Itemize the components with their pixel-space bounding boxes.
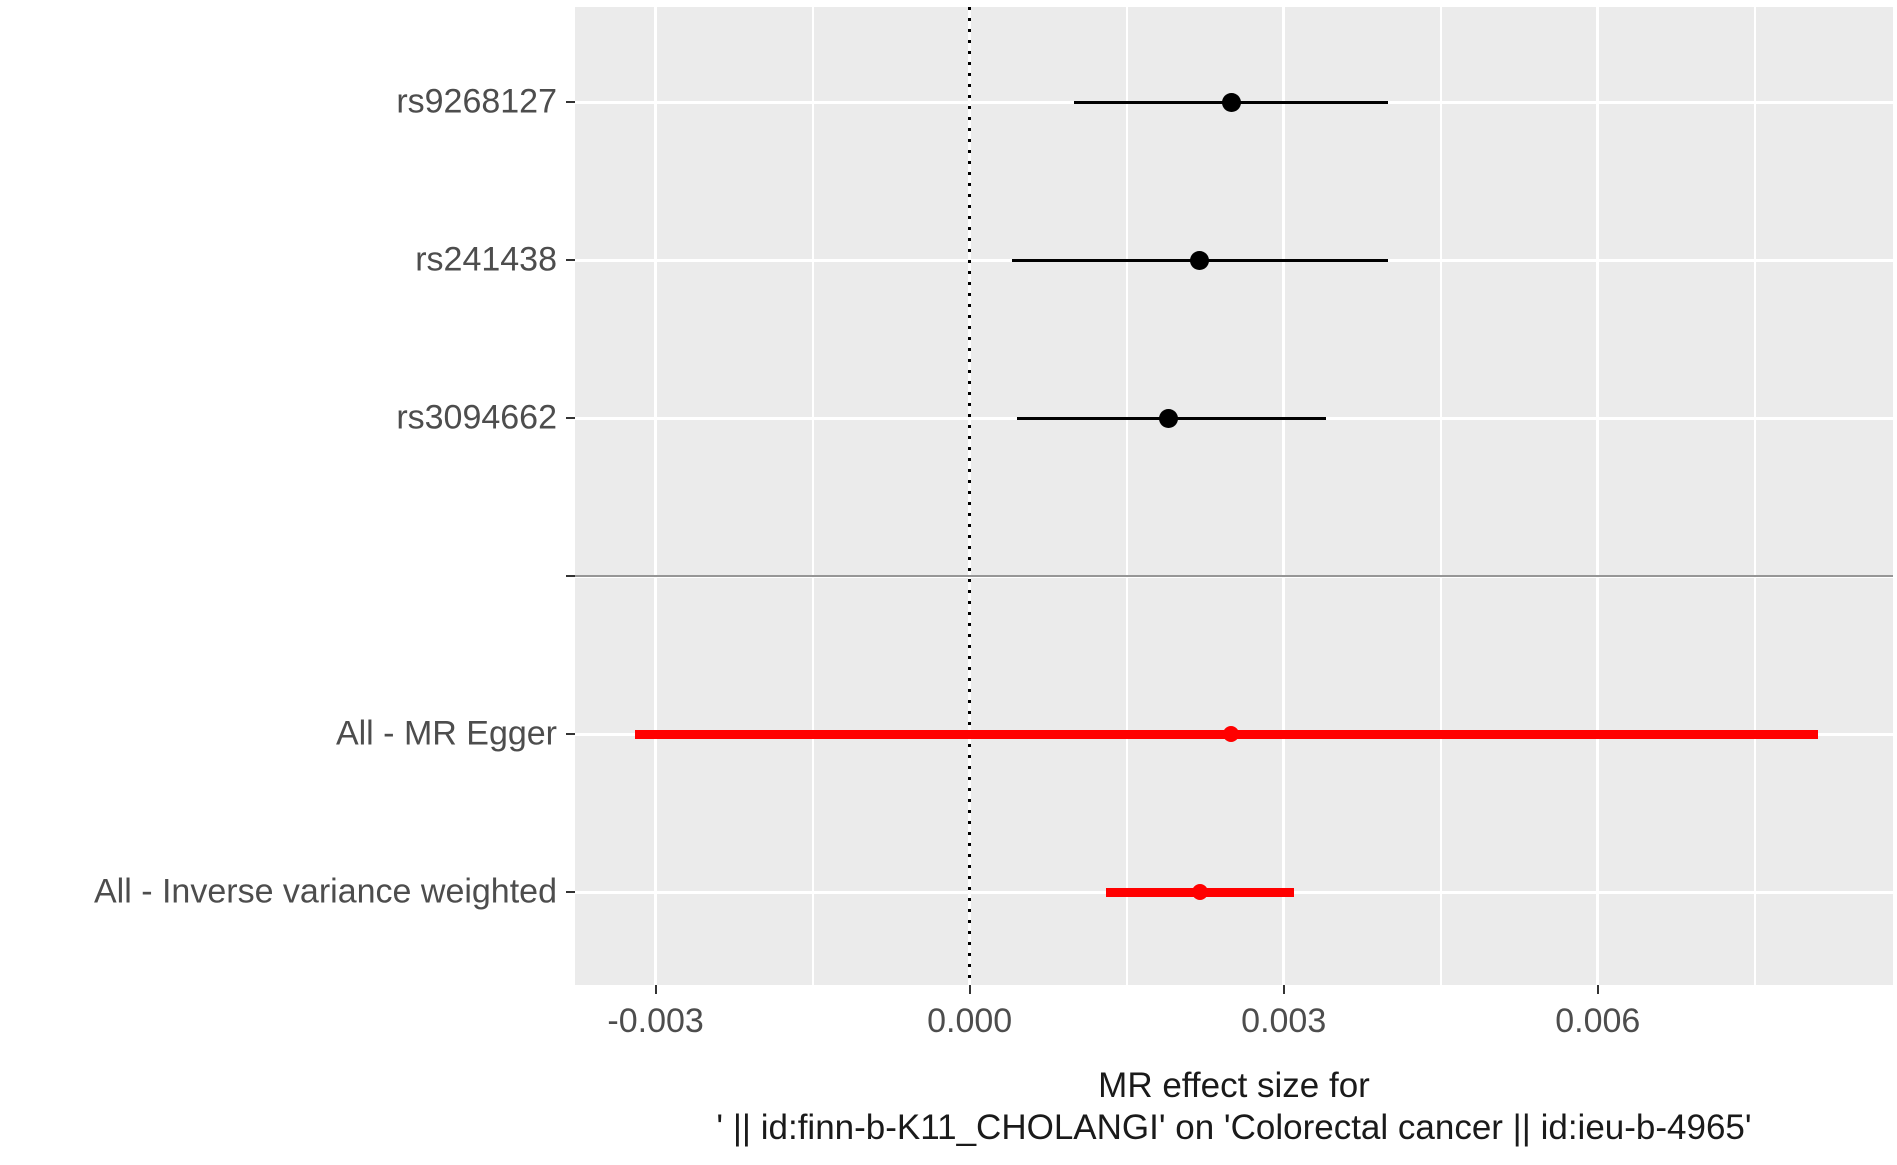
y-axis-tick (566, 259, 575, 261)
y-axis-tick (566, 575, 575, 577)
x-tick-label: -0.003 (607, 1002, 704, 1040)
point-estimate (1221, 92, 1241, 112)
x-axis-tick (654, 985, 657, 994)
y-axis-label: rs241438 (415, 240, 557, 279)
y-axis-tick (566, 101, 575, 103)
x-tick-label: 0.000 (927, 1002, 1013, 1040)
x-axis-tick (1596, 985, 1599, 994)
point-estimate (1191, 884, 1208, 900)
gridline-x-major (1282, 7, 1286, 985)
point-estimate (1223, 726, 1240, 742)
gridline-x-minor (1753, 7, 1756, 985)
y-axis-tick (566, 891, 575, 893)
gridline-x-minor (1439, 7, 1442, 985)
gridline-x-major (654, 7, 658, 985)
y-axis-label: All - MR Egger (335, 714, 557, 753)
point-estimate (1159, 408, 1179, 428)
x-tick-label: 0.003 (1241, 1002, 1327, 1040)
y-axis-tick (566, 417, 575, 419)
point-estimate (1190, 250, 1210, 270)
separator-line (575, 575, 1893, 577)
y-axis-tick (566, 733, 575, 735)
plot-panel-background (575, 7, 1893, 985)
zero-reference-line (968, 7, 972, 985)
y-axis-label: rs3094662 (396, 398, 557, 437)
x-axis-title-line2: ' || id:finn-b-K11_CHOLANGI' on 'Colorec… (716, 1108, 1752, 1147)
y-axis-label: All - Inverse variance weighted (93, 872, 557, 911)
gridline-x-minor (811, 7, 814, 985)
x-axis-tick (1282, 985, 1285, 994)
gridline-x-minor (1125, 7, 1128, 985)
y-axis-label: rs9268127 (396, 82, 557, 121)
gridline-x-major (1596, 7, 1600, 985)
x-axis-title-line1: MR effect size for (1098, 1066, 1370, 1105)
x-tick-label: 0.006 (1555, 1002, 1641, 1040)
x-axis-tick (968, 985, 971, 994)
